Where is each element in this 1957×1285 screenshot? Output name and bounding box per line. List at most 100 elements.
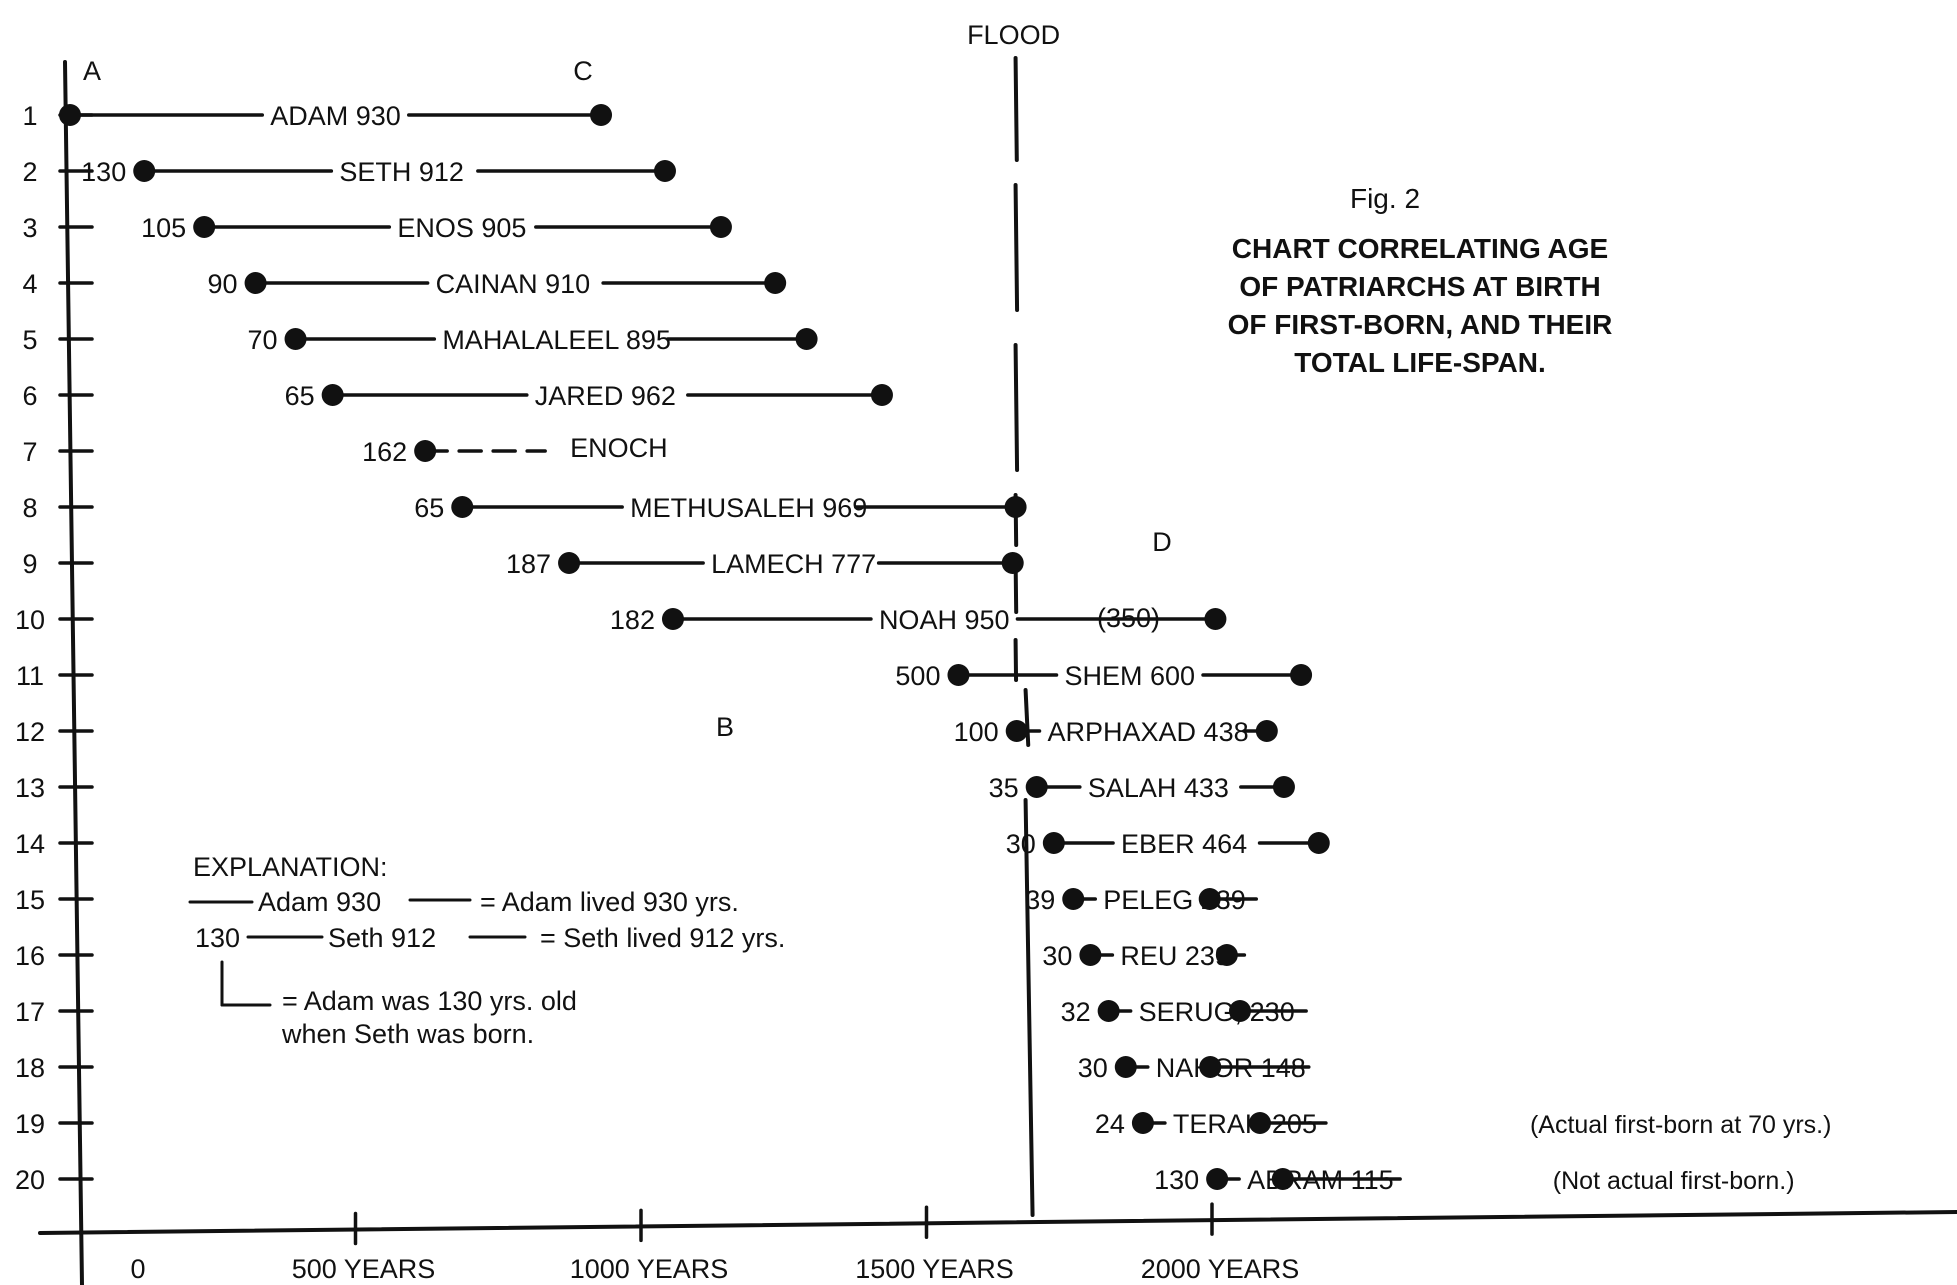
chart-annotations: A B C D [83, 56, 1172, 742]
y-tick-label: 3 [22, 213, 37, 243]
explanation-text: = Seth lived 912 yrs. [540, 923, 785, 953]
birth-dot [451, 496, 474, 518]
y-tick-label: 10 [15, 605, 45, 635]
birth-dot [1114, 1056, 1137, 1078]
fig-label: Fig. 2 [1350, 183, 1420, 214]
flood-line-segment [1023, 688, 1031, 747]
y-tick-label: 16 [15, 941, 45, 971]
birth-dot [414, 440, 437, 462]
patriarch-label: PELEG 239 [1103, 885, 1246, 915]
birth-dot [321, 384, 344, 406]
birth-dot [1025, 776, 1048, 798]
patriarch-label: TERAH 205 [1173, 1109, 1317, 1139]
explanation-heading: EXPLANATION: [193, 852, 388, 882]
y-tick-label: 9 [22, 549, 37, 579]
explanation-name: Seth 912 [328, 923, 436, 953]
birth-dot [59, 104, 81, 126]
age-at-firstborn-label: 39 [1025, 885, 1055, 915]
patriarch-label: ABRAM 115 [1247, 1165, 1394, 1195]
death-dot [1198, 888, 1221, 910]
birth-dot [133, 160, 156, 182]
patriarch-label: ARPHAXAD 438 [1048, 717, 1249, 747]
age-at-firstborn-label: 35 [989, 773, 1019, 803]
birth-dot [193, 216, 216, 238]
explanation-age: 130 [195, 923, 240, 953]
death-dot [1199, 1056, 1222, 1078]
y-tick-label: 6 [22, 381, 37, 411]
age-at-firstborn-label: 70 [247, 325, 277, 355]
birth-dot [661, 608, 684, 630]
death-dot [764, 272, 787, 294]
y-tick-label: 14 [15, 829, 45, 859]
y-tick-label: 4 [22, 269, 37, 299]
patriarch-label: CAINAN 910 [436, 269, 591, 299]
age-at-firstborn-label: 30 [1042, 941, 1072, 971]
death-dot [870, 384, 893, 406]
y-tick-label: 11 [16, 661, 44, 691]
flood-line-segment [1023, 798, 1035, 1217]
patriarch-label: ENOCH [570, 433, 668, 463]
death-dot [1228, 1000, 1251, 1022]
explanation-name: Adam 930 [258, 887, 381, 917]
age-at-firstborn-label: 90 [208, 269, 238, 299]
y-tick-label: 15 [15, 885, 45, 915]
patriarch-label: REU 239 [1120, 941, 1230, 971]
explanation-text: = Adam was 130 yrs. old [282, 986, 577, 1016]
point-label: B [716, 712, 734, 742]
x-tick-label: 0 [130, 1254, 145, 1284]
birth-dot [1097, 1000, 1120, 1022]
birth-dot [1062, 888, 1085, 910]
death-dot [1307, 832, 1330, 854]
patriarch-label: NOAH 950 [879, 605, 1010, 635]
death-dot [709, 216, 732, 238]
age-at-firstborn-label: 65 [285, 381, 315, 411]
y-tick-label: 7 [22, 437, 37, 467]
birth-dot [1079, 944, 1102, 966]
age-at-firstborn-label: 500 [895, 661, 940, 691]
age-at-firstborn-label: 24 [1095, 1109, 1125, 1139]
birth-dot [1131, 1112, 1154, 1134]
age-at-firstborn-label: 65 [414, 493, 444, 523]
flood-label: FLOOD [967, 20, 1060, 50]
explanation-text: = Adam lived 930 yrs. [480, 887, 739, 917]
death-dot [1272, 776, 1295, 798]
age-at-firstborn-label: 32 [1061, 997, 1091, 1027]
birth-dot [1206, 1168, 1229, 1190]
patriarch-note: (Actual first-born at 70 yrs.) [1530, 1111, 1831, 1139]
y-tick-label: 17 [15, 997, 45, 1027]
lifespan-bars: ADAM 930 SETH 912 130 ENOS 905 105 CAINAN 910… [59, 101, 1831, 1195]
birth-dot [284, 328, 307, 350]
patriarch-label: LAMECH 777 [711, 549, 876, 579]
death-dot [1001, 552, 1024, 574]
explanation-text: when Seth was born. [281, 1019, 534, 1049]
patriarch-label: ADAM 930 [270, 101, 401, 131]
y-tick-label: 13 [15, 773, 45, 803]
point-label: A [83, 56, 101, 86]
age-at-firstborn-label: 100 [954, 717, 999, 747]
x-tick-label: 500 YEARS [292, 1254, 436, 1284]
birth-dot [947, 664, 970, 686]
patriarch-label: SHEM 600 [1065, 661, 1196, 691]
patriarch-label: MAHALALEEL 895 [442, 325, 671, 355]
post-flood-span-label: (350) [1097, 603, 1160, 633]
y-tick-label: 12 [15, 717, 45, 747]
chart-title-line: OF PATRIARCHS AT BIRTH [1239, 271, 1600, 302]
birth-dot [244, 272, 267, 294]
x-tick-label: 1500 YEARS [855, 1254, 1014, 1284]
patriarch-label: NAHOR 148 [1156, 1053, 1306, 1083]
y-tick-label: 8 [22, 493, 37, 523]
age-at-firstborn-label: 187 [506, 549, 551, 579]
y-tick-label: 19 [15, 1109, 45, 1139]
patriarch-label: JARED 962 [535, 381, 676, 411]
point-label: D [1152, 527, 1172, 557]
death-dot [1204, 608, 1227, 630]
x-tick-label: 1000 YEARS [570, 1254, 729, 1284]
chart-title-line: CHART CORRELATING AGE [1232, 233, 1608, 264]
patriarch-label: ENOS 905 [397, 213, 526, 243]
death-dot [1255, 720, 1278, 742]
y-tick-label: 20 [15, 1165, 45, 1195]
age-at-firstborn-label: 30 [1006, 829, 1036, 859]
birth-dot [558, 552, 581, 574]
y-tick-label: 18 [15, 1053, 45, 1083]
